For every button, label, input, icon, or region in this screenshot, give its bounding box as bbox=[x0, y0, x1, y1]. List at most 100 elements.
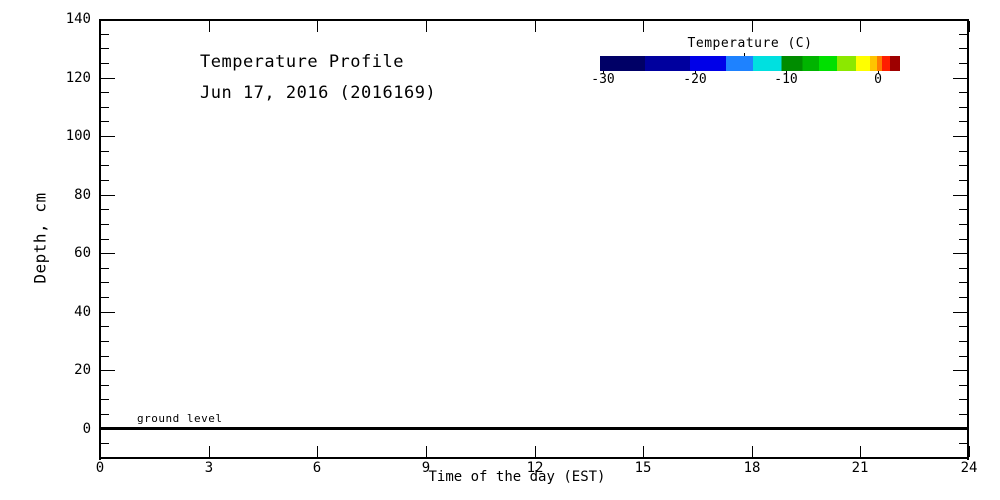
y-axis-minor-tick bbox=[101, 92, 109, 93]
x-axis-tick bbox=[860, 446, 861, 457]
x-axis-tick-top bbox=[860, 21, 861, 32]
y-axis-minor-tick-right bbox=[959, 326, 967, 327]
x-axis-tick-top bbox=[100, 21, 101, 32]
y-axis-tick-label: 120 bbox=[65, 70, 91, 86]
y-axis-minor-tick bbox=[101, 63, 109, 64]
y-axis-minor-tick-right bbox=[959, 92, 967, 93]
x-axis-tick-label: 3 bbox=[204, 460, 214, 476]
x-axis-tick-label: 0 bbox=[95, 460, 105, 476]
x-axis-tick-label: 21 bbox=[851, 460, 869, 476]
x-axis-tick-label: 18 bbox=[743, 460, 761, 476]
y-axis-tick-label: 140 bbox=[65, 11, 91, 27]
y-axis-minor-tick-right bbox=[959, 121, 967, 122]
colorbar-tick bbox=[695, 71, 696, 74]
y-axis-tick-right bbox=[953, 253, 967, 254]
y-axis-minor-tick-right bbox=[959, 297, 967, 298]
y-axis-tick bbox=[101, 195, 115, 196]
y-axis-tick bbox=[101, 19, 115, 20]
y-axis-minor-tick-right bbox=[959, 34, 967, 35]
y-axis-tick bbox=[101, 370, 115, 371]
y-axis-tick bbox=[101, 253, 115, 254]
y-axis-tick-label: 20 bbox=[74, 362, 91, 378]
colorbar-tick-label: -30 bbox=[591, 72, 615, 87]
x-axis bbox=[99, 457, 969, 459]
x-axis-tick bbox=[752, 446, 753, 457]
y-axis-tick-right bbox=[953, 370, 967, 371]
y-axis-tick-right bbox=[953, 136, 967, 137]
y-axis-tick-label: 80 bbox=[74, 187, 91, 203]
y-axis-minor-tick bbox=[101, 297, 109, 298]
x-axis-tick-label: 15 bbox=[634, 460, 652, 476]
y-axis-minor-tick bbox=[101, 414, 109, 415]
x-axis-tick bbox=[969, 446, 970, 457]
y-axis-minor-tick-right bbox=[959, 180, 967, 181]
y-axis-minor-tick bbox=[101, 385, 109, 386]
colorbar-tick bbox=[603, 71, 604, 74]
y-axis-tick-label: 0 bbox=[82, 421, 91, 437]
x-axis-label: Time of the day (EST) bbox=[428, 469, 606, 485]
colorbar-tick bbox=[786, 71, 787, 74]
y-axis-minor-tick bbox=[101, 341, 109, 342]
y-axis-tick-right bbox=[953, 312, 967, 313]
y-axis-minor-tick-right bbox=[959, 356, 967, 357]
y-axis-minor-tick-right bbox=[959, 443, 967, 444]
ground-level-label: ground level bbox=[137, 412, 223, 425]
y-axis-minor-tick bbox=[101, 151, 109, 152]
y-axis-tick bbox=[101, 312, 115, 313]
colorbar-tick-label: 0 bbox=[874, 72, 882, 87]
y-axis-minor-tick-right bbox=[959, 151, 967, 152]
chart-title: Temperature Profile bbox=[200, 52, 404, 72]
x-axis-tick-top bbox=[969, 21, 970, 32]
y-axis-minor-tick bbox=[101, 121, 109, 122]
x-axis-tick-top bbox=[752, 21, 753, 32]
y-axis-minor-tick bbox=[101, 34, 109, 35]
y-axis-tick-right bbox=[953, 78, 967, 79]
ground-level-line bbox=[101, 427, 967, 430]
y-axis-minor-tick bbox=[101, 239, 109, 240]
x-axis-tick bbox=[535, 446, 536, 457]
y-axis bbox=[99, 19, 101, 460]
x-axis-tick bbox=[317, 446, 318, 457]
y-axis-minor-tick bbox=[101, 268, 109, 269]
y-axis-minor-tick bbox=[101, 224, 109, 225]
y-axis-tick-label: 100 bbox=[65, 128, 91, 144]
x-axis-tick-label: 24 bbox=[960, 460, 978, 476]
x-axis-tick bbox=[426, 446, 427, 457]
x-axis-tick-label: 9 bbox=[421, 460, 431, 476]
x-axis-tick-top bbox=[209, 21, 210, 32]
y-axis-minor-tick bbox=[101, 356, 109, 357]
colorbar-tick bbox=[878, 71, 879, 74]
y-axis-tick-label: 40 bbox=[74, 304, 91, 320]
y-axis-minor-tick-right bbox=[959, 63, 967, 64]
y-axis-tick-right bbox=[953, 19, 967, 20]
y-axis-minor-tick bbox=[101, 165, 109, 166]
colorbar-tick-label: -10 bbox=[774, 72, 798, 87]
x-axis-tick-top bbox=[643, 21, 644, 32]
y-axis-minor-tick-right bbox=[959, 268, 967, 269]
y-axis-minor-tick bbox=[101, 443, 109, 444]
x-axis-tick bbox=[100, 446, 101, 457]
x-axis-tick-top bbox=[426, 21, 427, 32]
colorbar-tick-label: -20 bbox=[683, 72, 707, 87]
y-axis-minor-tick-right bbox=[959, 414, 967, 415]
y-axis-tick bbox=[101, 78, 115, 79]
y-axis-minor-tick bbox=[101, 282, 109, 283]
right-axis bbox=[967, 19, 969, 460]
y-axis-minor-tick bbox=[101, 48, 109, 49]
y-axis-minor-tick-right bbox=[959, 399, 967, 400]
y-axis-minor-tick-right bbox=[959, 282, 967, 283]
y-axis-minor-tick-right bbox=[959, 107, 967, 108]
y-axis-minor-tick bbox=[101, 399, 109, 400]
y-axis-minor-tick bbox=[101, 326, 109, 327]
y-axis-minor-tick bbox=[101, 180, 109, 181]
x-axis-tick bbox=[209, 446, 210, 457]
chart-subtitle: Jun 17, 2016 (2016169) bbox=[200, 83, 437, 103]
y-axis-tick-label: 60 bbox=[74, 245, 91, 261]
y-axis-tick bbox=[101, 136, 115, 137]
y-axis-minor-tick-right bbox=[959, 224, 967, 225]
x-axis-tick-top bbox=[535, 21, 536, 32]
y-axis-minor-tick bbox=[101, 209, 109, 210]
y-axis-minor-tick-right bbox=[959, 48, 967, 49]
x-axis-tick-label: 12 bbox=[526, 460, 544, 476]
y-axis-minor-tick-right bbox=[959, 239, 967, 240]
